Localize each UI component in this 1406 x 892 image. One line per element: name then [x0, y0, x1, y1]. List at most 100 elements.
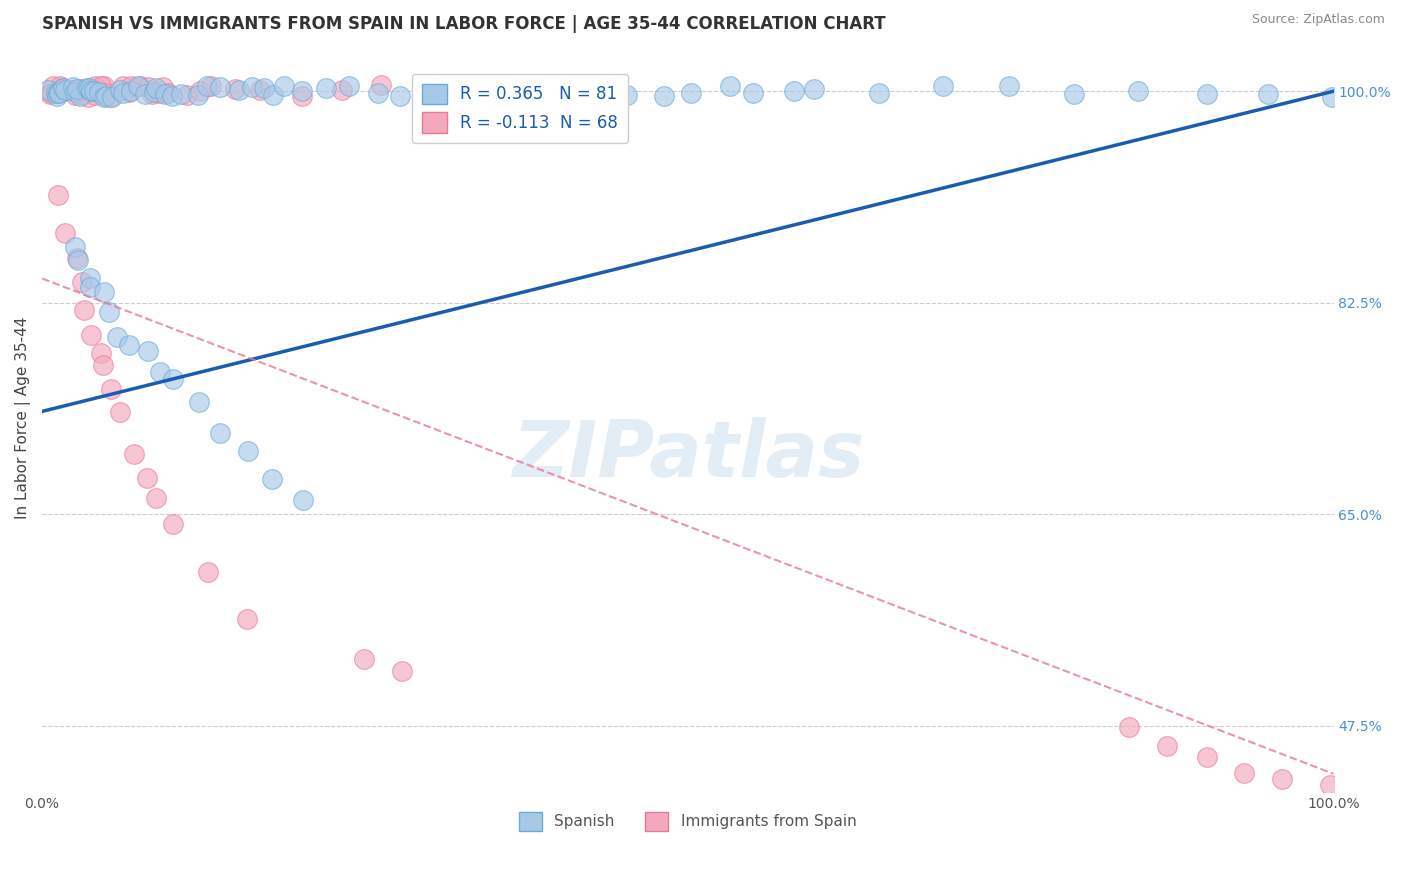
- Point: [1063, 87, 1085, 102]
- Point: [77, 82, 100, 96]
- Point: [52, 81, 75, 95]
- Point: [45, 87, 67, 101]
- Point: [1320, 90, 1343, 104]
- Point: [63, 240, 86, 254]
- Point: [253, 80, 276, 95]
- Point: [94, 86, 117, 100]
- Y-axis label: In Labor Force | Age 35-44: In Labor Force | Age 35-44: [15, 317, 31, 518]
- Point: [83, 84, 105, 98]
- Point: [136, 344, 159, 359]
- Point: [548, 84, 571, 98]
- Legend: Spanish, Immigrants from Spain: Spanish, Immigrants from Spain: [513, 805, 862, 837]
- Point: [652, 88, 675, 103]
- Point: [70, 81, 93, 95]
- Point: [112, 87, 135, 101]
- Point: [127, 79, 149, 94]
- Point: [249, 83, 271, 97]
- Point: [176, 88, 198, 103]
- Point: [262, 88, 284, 103]
- Point: [136, 79, 159, 94]
- Point: [93, 78, 115, 93]
- Point: [37, 83, 59, 97]
- Point: [100, 382, 122, 396]
- Point: [152, 80, 174, 95]
- Point: [522, 90, 544, 104]
- Point: [145, 81, 167, 95]
- Point: [169, 87, 191, 101]
- Point: [70, 275, 93, 289]
- Point: [70, 87, 93, 101]
- Point: [62, 79, 84, 94]
- Point: [200, 78, 222, 93]
- Point: [84, 78, 107, 93]
- Point: [228, 82, 250, 96]
- Point: [93, 90, 115, 104]
- Point: [135, 471, 157, 485]
- Text: Source: ZipAtlas.com: Source: ZipAtlas.com: [1251, 13, 1385, 27]
- Point: [122, 446, 145, 460]
- Point: [79, 83, 101, 97]
- Point: [79, 271, 101, 285]
- Point: [616, 87, 638, 102]
- Point: [422, 87, 444, 102]
- Point: [120, 84, 142, 98]
- Point: [471, 80, 494, 95]
- Point: [118, 338, 141, 352]
- Point: [389, 89, 412, 103]
- Point: [1156, 739, 1178, 753]
- Point: [292, 493, 315, 508]
- Point: [96, 89, 118, 103]
- Point: [162, 517, 184, 532]
- Point: [783, 84, 806, 98]
- Point: [931, 78, 953, 93]
- Point: [315, 80, 337, 95]
- Text: SPANISH VS IMMIGRANTS FROM SPAIN IN LABOR FORCE | AGE 35-44 CORRELATION CHART: SPANISH VS IMMIGRANTS FROM SPAIN IN LABO…: [42, 15, 886, 33]
- Point: [240, 79, 263, 94]
- Point: [742, 87, 765, 101]
- Point: [84, 88, 107, 103]
- Point: [420, 88, 443, 103]
- Point: [197, 565, 219, 579]
- Point: [208, 80, 231, 95]
- Point: [65, 84, 87, 98]
- Point: [49, 82, 72, 96]
- Point: [90, 346, 112, 360]
- Point: [66, 251, 89, 265]
- Point: [90, 79, 112, 94]
- Point: [93, 285, 115, 299]
- Point: [48, 87, 70, 101]
- Point: [38, 87, 60, 102]
- Point: [208, 425, 231, 440]
- Point: [77, 81, 100, 95]
- Point: [197, 78, 219, 93]
- Point: [153, 87, 176, 102]
- Point: [63, 87, 86, 102]
- Point: [1118, 720, 1140, 734]
- Point: [1319, 779, 1341, 793]
- Point: [79, 280, 101, 294]
- Point: [803, 82, 825, 96]
- Point: [87, 85, 110, 99]
- Point: [1195, 87, 1218, 101]
- Point: [337, 79, 360, 94]
- Point: [48, 87, 70, 101]
- Point: [53, 84, 76, 98]
- Point: [188, 395, 211, 409]
- Point: [110, 82, 132, 96]
- Point: [370, 78, 392, 93]
- Point: [681, 86, 703, 100]
- Point: [260, 472, 283, 486]
- Point: [484, 84, 506, 98]
- Point: [495, 79, 517, 94]
- Point: [236, 612, 259, 626]
- Point: [367, 87, 389, 101]
- Point: [236, 444, 259, 458]
- Point: [443, 85, 465, 99]
- Point: [1271, 772, 1294, 786]
- Point: [66, 81, 89, 95]
- Point: [67, 253, 90, 268]
- Point: [157, 87, 180, 101]
- Point: [79, 328, 101, 343]
- Point: [1126, 84, 1149, 98]
- Point: [97, 305, 120, 319]
